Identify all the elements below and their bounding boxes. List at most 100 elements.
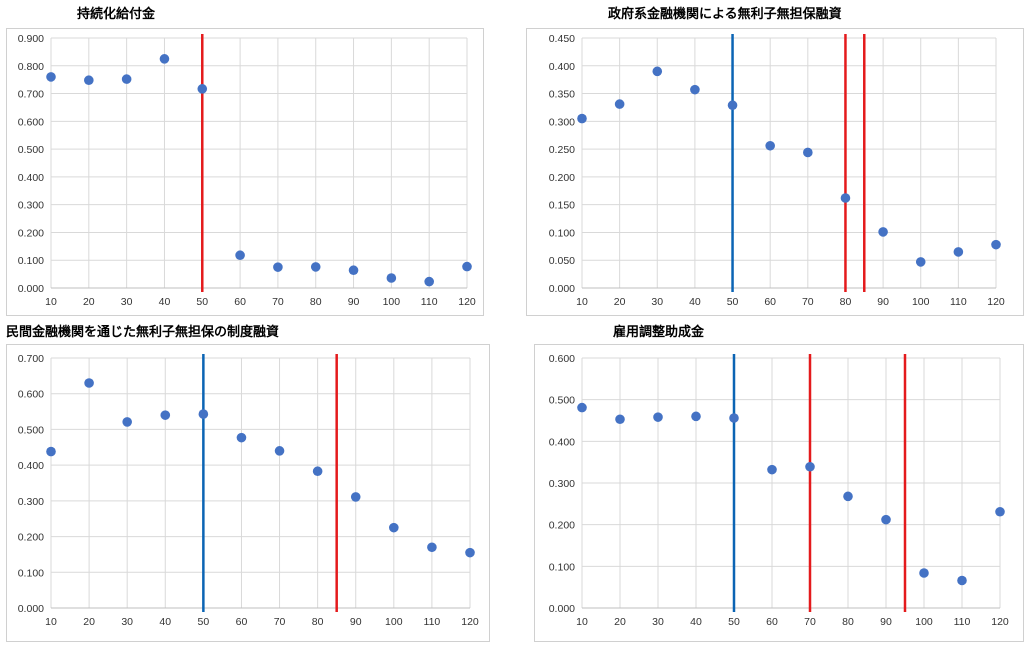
x-tick-label: 10 [45, 296, 57, 308]
data-point [843, 491, 853, 502]
x-tick-label: 110 [950, 296, 967, 308]
y-tick-label: 0.200 [549, 172, 575, 184]
y-tick-label: 0.900 [18, 33, 44, 45]
x-tick-label: 120 [991, 616, 1009, 628]
scatter-plot: 0.000 0.100 0.200 0.300 0.400 0.500 0.600 0.700… [18, 353, 479, 628]
data-point [197, 84, 208, 94]
data-point [46, 446, 56, 457]
y-tick-label: 0.700 [18, 353, 44, 365]
y-tick-label: 0.150 [549, 200, 575, 212]
y-tick-label: 0.100 [18, 567, 44, 579]
x-tick-label: 70 [274, 616, 286, 628]
data-point [727, 100, 738, 111]
x-tick-label: 110 [424, 616, 441, 628]
y-tick-label: 0.100 [18, 255, 44, 267]
x-tick-label: 80 [312, 616, 324, 628]
plot-frame [534, 344, 1024, 642]
data-point [389, 522, 399, 533]
y-tick-label: 0.500 [18, 424, 44, 436]
x-tick-label: 100 [915, 616, 933, 628]
x-tick-label: 90 [880, 616, 892, 628]
data-point [236, 432, 247, 443]
x-tick-label: 100 [385, 616, 403, 628]
data-point [424, 276, 434, 287]
data-point [160, 410, 171, 420]
x-tick-label: 70 [804, 616, 816, 628]
data-point [386, 273, 397, 283]
y-tick-label: 0.700 [18, 89, 44, 101]
x-tick-label: 40 [690, 616, 702, 628]
y-tick-label: 0.350 [549, 89, 575, 101]
data-point [198, 409, 209, 419]
x-tick-label: 80 [840, 296, 852, 308]
x-tick-label: 10 [576, 296, 588, 308]
x-tick-label: 90 [877, 296, 889, 308]
data-point [312, 466, 323, 477]
x-tick-label: 100 [383, 296, 401, 308]
data-point [615, 414, 625, 425]
x-tick-label: 80 [842, 616, 854, 628]
y-tick-label: 0.300 [18, 496, 44, 508]
x-tick-label: 80 [310, 296, 322, 308]
y-tick-label: 0.100 [549, 561, 575, 573]
data-point [957, 575, 967, 586]
y-tick-label: 0.500 [549, 395, 575, 407]
data-point [805, 461, 815, 472]
data-point [614, 99, 625, 109]
x-tick-label: 60 [236, 616, 248, 628]
data-point [919, 568, 929, 578]
y-tick-label: 0.400 [549, 61, 575, 73]
y-tick-label: 0.250 [549, 144, 575, 156]
y-tick-label: 0.000 [18, 603, 44, 615]
chart-minkan-seido-yushi: 民間金融機関を通じた無利子無担保の制度融資 0.000 0.100 0.200 0.3… [0, 322, 495, 645]
x-tick-label: 90 [350, 616, 362, 628]
data-point [729, 413, 739, 423]
x-tick-label: 90 [348, 296, 360, 308]
y-tick-label: 0.600 [18, 116, 44, 128]
x-tick-label: 40 [689, 296, 701, 308]
chart-jizokuka-kyufukin: 持続化給付金 0.000 0.100 0.200 0.300 0.400 0.500 0.6… [0, 0, 495, 322]
data-point [803, 147, 813, 158]
x-tick-label: 10 [45, 616, 57, 628]
data-point [427, 542, 437, 553]
data-point [235, 250, 245, 261]
y-tick-label: 0.050 [549, 255, 575, 267]
x-tick-label: 110 [954, 616, 971, 628]
x-tick-label: 30 [121, 616, 133, 628]
data-point [350, 492, 361, 502]
x-tick-label: 100 [912, 296, 930, 308]
plot-frame [6, 28, 484, 316]
data-point [348, 265, 359, 276]
y-tick-label: 0.200 [549, 520, 575, 532]
x-tick-label: 50 [728, 616, 740, 628]
data-point [765, 140, 775, 151]
y-tick-label: 0.000 [18, 283, 44, 295]
data-point [465, 547, 475, 558]
chart-seifukei-yushi: 政府系金融機関による無利子無担保融資 0.000 0.050 0.100 0.150 0… [520, 0, 1030, 322]
chart-title: 政府系金融機関による無利子無担保融資 [608, 7, 842, 22]
y-tick-label: 0.200 [18, 227, 44, 239]
x-tick-label: 50 [727, 296, 739, 308]
data-point [878, 227, 888, 237]
scatter-plot: 0.000 0.050 0.100 0.150 0.200 0.250 0.300 0.350… [549, 33, 1005, 308]
y-tick-label: 0.300 [549, 116, 575, 128]
y-tick-label: 0.300 [18, 200, 44, 212]
data-point [767, 464, 777, 475]
data-point [653, 412, 663, 422]
y-tick-label: 0.200 [18, 532, 44, 544]
x-tick-label: 50 [198, 616, 210, 628]
data-point [577, 113, 587, 124]
data-point [84, 75, 94, 86]
x-tick-label: 110 [421, 296, 438, 308]
y-tick-label: 0.450 [549, 33, 575, 45]
scatter-plot: 0.000 0.100 0.200 0.300 0.400 0.500 0.600 10 20 3… [549, 353, 1009, 628]
y-tick-label: 0.400 [549, 436, 575, 448]
data-point [121, 74, 132, 84]
chart-koyo-chosei-joseikin: 雇用調整助成金 0.000 0.100 0.200 0.300 0.400 0.500 0.… [520, 322, 1030, 645]
y-tick-label: 0.800 [18, 61, 44, 73]
data-point [273, 262, 283, 272]
chart-title: 持続化給付金 [77, 7, 156, 22]
x-tick-label: 20 [83, 616, 95, 628]
x-tick-label: 120 [458, 296, 476, 308]
